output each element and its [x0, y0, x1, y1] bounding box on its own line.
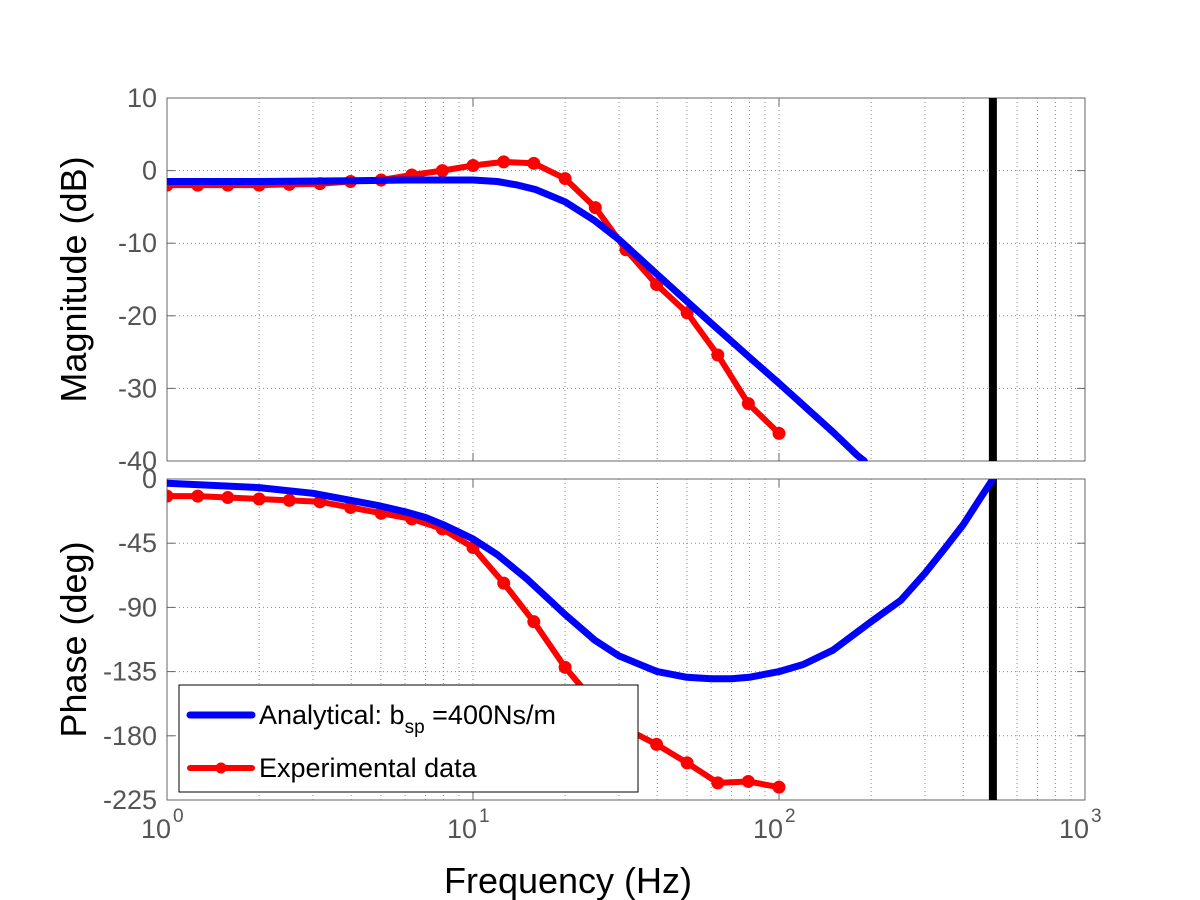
phase-y-axis-label: Phase (deg): [53, 541, 94, 737]
experimental-data-point: [741, 774, 755, 788]
experimental-data-point: [558, 660, 572, 674]
magnitude-series: [167, 98, 997, 461]
experimental-data-point: [466, 159, 480, 173]
experimental-legend-marker: [215, 762, 227, 774]
experimental-data-point: [282, 493, 296, 507]
experimental-data-point: [772, 426, 786, 440]
phase-grid: [167, 479, 1085, 800]
analytical-series-line: [167, 176, 868, 461]
y-tick-label: -180: [103, 721, 157, 751]
experimental-data-point: [221, 491, 235, 505]
y-tick-label: -135: [103, 657, 157, 687]
analytical-legend-label: Analytical: bsp =400Ns/m: [259, 700, 556, 738]
magnitude-y-ticks: 10 0 -10 -20 -30 -40: [118, 83, 1086, 476]
experimental-data-point: [711, 776, 725, 790]
experimental-data-point: [435, 164, 449, 178]
experimental-data-point: [191, 489, 205, 503]
y-tick-label: -20: [118, 301, 157, 331]
experimental-data-point: [527, 615, 541, 629]
y-tick-label: -30: [118, 373, 157, 403]
experimental-data-point: [588, 201, 602, 215]
x-tick-label-exponent: 3: [1091, 806, 1102, 827]
magnitude-y-axis-label: Magnitude (dB): [53, 156, 94, 402]
experimental-data-point: [650, 278, 664, 292]
y-tick-label: -10: [118, 228, 157, 258]
experimental-data-point: [650, 737, 664, 751]
x-axis-tick-labels: 10 0 10 1 10 2 10 3: [141, 806, 1102, 844]
x-tick-label: 10: [447, 814, 477, 844]
magnitude-panel: 10 0 -10 -20 -30 -40 Magnitude (dB): [53, 83, 1086, 476]
y-tick-label: -225: [103, 785, 157, 815]
phase-series: [167, 479, 997, 800]
legend-box: [178, 684, 639, 793]
magnitude-grid: [167, 98, 1085, 461]
experimental-data-point: [680, 306, 694, 320]
y-tick-label: 0: [142, 156, 157, 186]
y-tick-label: 0: [142, 464, 157, 494]
y-tick-label: -90: [118, 592, 157, 622]
y-tick-label: 10: [127, 83, 157, 113]
analytical-series-line: [167, 479, 997, 683]
magnitude-axes-frame: [166, 97, 1086, 462]
experimental-data-point: [167, 489, 174, 503]
experimental-data-point: [497, 576, 511, 590]
y-tick-label: -40: [118, 446, 157, 476]
experimental-data-point: [497, 155, 511, 169]
y-tick-label: -45: [118, 528, 157, 558]
legend: Analytical: bsp =400Ns/m Experimental dat…: [178, 684, 639, 793]
experimental-data-point: [558, 172, 572, 186]
x-tick-label-exponent: 1: [479, 806, 490, 827]
experimental-data-point: [680, 756, 694, 770]
x-axis-label: Frequency (Hz): [444, 860, 692, 900]
experimental-data-point: [252, 492, 266, 506]
experimental-data-point: [527, 156, 541, 170]
experimental-data-point: [772, 780, 786, 794]
x-tick-label-exponent: 2: [785, 806, 796, 827]
x-tick-label: 10: [753, 814, 783, 844]
x-tick-label-exponent: 0: [173, 806, 184, 827]
experimental-legend-label: Experimental data: [259, 753, 478, 783]
experimental-data-point: [711, 348, 725, 362]
x-tick-label: 10: [1059, 814, 1089, 844]
experimental-data-point: [741, 397, 755, 411]
phase-y-ticks: 0 -45 -90 -135 -180 -225: [103, 464, 1086, 815]
x-tick-label: 10: [141, 814, 171, 844]
